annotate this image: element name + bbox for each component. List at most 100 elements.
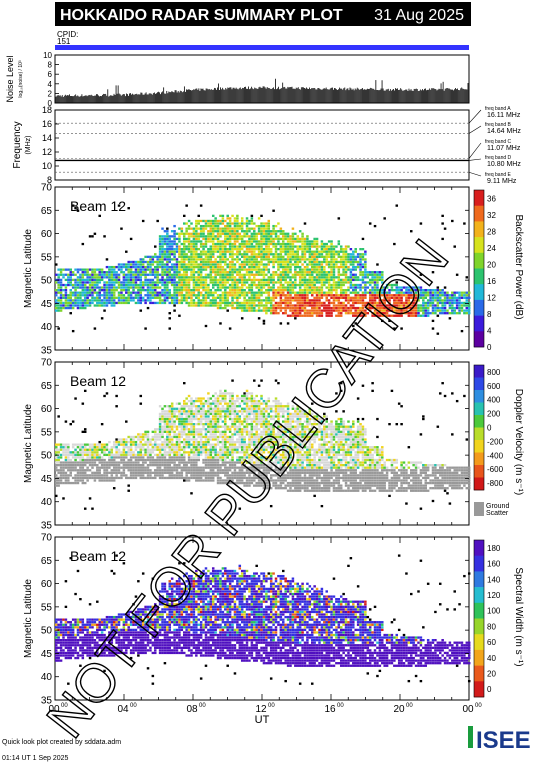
scatter-cell — [376, 309, 379, 312]
scatter-cell — [243, 258, 246, 261]
scatter-cell — [318, 268, 321, 271]
scatter-cell — [83, 474, 87, 477]
scatter-cell — [83, 281, 87, 284]
scatter-cell — [144, 435, 147, 439]
scatter-cell — [158, 433, 162, 436]
scatter-cell — [301, 273, 304, 276]
scatter-cell — [190, 253, 193, 256]
scatter-cell — [182, 250, 186, 253]
scatter-cell — [134, 458, 138, 462]
scatter-cell — [310, 314, 314, 317]
scatter-cell — [71, 451, 75, 454]
scatter-cell — [253, 296, 256, 299]
scatter-cell — [265, 281, 268, 284]
scatter-cell — [69, 291, 72, 294]
scatter-cell — [125, 283, 128, 287]
scatter-cell — [173, 476, 176, 480]
scatter-cell — [91, 461, 94, 464]
scatter-cell — [197, 288, 200, 292]
scatter-cell — [368, 306, 372, 310]
scatter-cell — [301, 278, 304, 282]
scatter-cell — [286, 322, 290, 325]
scatter-cell — [202, 237, 205, 241]
scatter-cell — [185, 268, 188, 271]
scatter-cell — [339, 248, 343, 251]
scatter-cell — [96, 278, 99, 282]
scatter-cell — [253, 283, 256, 287]
scatter-cell — [303, 253, 307, 256]
scatter-cell — [127, 476, 130, 480]
scatter-cell — [163, 248, 167, 251]
scatter-cell — [257, 294, 261, 297]
scatter-cell — [166, 291, 169, 294]
scatter-cell — [383, 301, 386, 305]
scatter-cell — [115, 394, 118, 398]
scatter-cell — [161, 250, 164, 253]
scatter-cell — [139, 258, 143, 261]
scatter-cell — [93, 288, 97, 292]
scatter-cell — [173, 407, 176, 410]
scatter-cell — [98, 291, 101, 294]
scatter-cell — [168, 410, 172, 413]
scatter-cell — [260, 309, 263, 312]
scatter-cell — [120, 451, 123, 454]
scatter-cell — [221, 230, 225, 233]
scatter-cell — [161, 235, 164, 238]
scatter-cell — [228, 294, 232, 297]
scatter-cell — [62, 453, 65, 457]
scatter-cell — [81, 469, 85, 472]
scatter-cell — [467, 304, 471, 307]
scatter-cell — [170, 428, 174, 431]
scatter-cell — [86, 479, 89, 482]
scatter-cell — [219, 245, 222, 248]
scatter-cell — [257, 299, 261, 302]
scatter-cell — [127, 453, 130, 457]
scatter-cell — [103, 461, 106, 464]
scatter-cell — [154, 271, 157, 274]
scatter-cell — [412, 301, 415, 305]
scatter-cell — [451, 301, 454, 305]
scatter-cell — [202, 304, 205, 307]
scatter-cell — [412, 299, 415, 302]
scatter-cell — [306, 268, 309, 271]
scatter-cell — [93, 232, 97, 235]
scatter-cell — [327, 299, 331, 302]
scatter-cell — [422, 288, 425, 292]
scatter-cell — [79, 286, 82, 289]
scatter-cell — [267, 306, 271, 310]
scatter-cell — [83, 283, 87, 287]
scatter-cell — [214, 230, 217, 233]
scatter-cell — [291, 253, 295, 256]
scatter-cell — [400, 294, 403, 297]
scatter-cell — [187, 265, 191, 269]
scatter-cell — [354, 322, 357, 325]
scatter-cell — [248, 276, 251, 279]
scatter-cell — [429, 294, 432, 297]
scatter-cell — [93, 448, 97, 451]
scatter-cell — [149, 458, 152, 462]
scatter-cell — [134, 273, 138, 276]
scatter-cell — [207, 250, 210, 253]
scatter-cell — [103, 451, 106, 454]
scatter-cell — [446, 296, 449, 299]
scatter-cell — [250, 253, 254, 256]
scatter-cell — [298, 314, 302, 317]
scatter-cell — [146, 469, 150, 472]
scatter-cell — [262, 278, 266, 282]
scatter-cell — [434, 296, 437, 299]
scatter-cell — [463, 291, 466, 294]
scatter-cell — [294, 306, 297, 310]
scatter-cell — [137, 438, 140, 441]
scatter-cell — [284, 278, 287, 282]
scatter-cell — [182, 382, 186, 385]
scatter-cell — [122, 283, 126, 287]
scatter-cell — [248, 260, 251, 264]
scatter-cell — [349, 263, 353, 266]
scatter-cell — [315, 253, 319, 256]
scatter-cell — [86, 474, 89, 477]
scatter-cell — [383, 296, 386, 299]
scatter-cell — [431, 288, 435, 292]
scatter-cell — [209, 271, 213, 274]
scatter-cell — [209, 291, 213, 294]
